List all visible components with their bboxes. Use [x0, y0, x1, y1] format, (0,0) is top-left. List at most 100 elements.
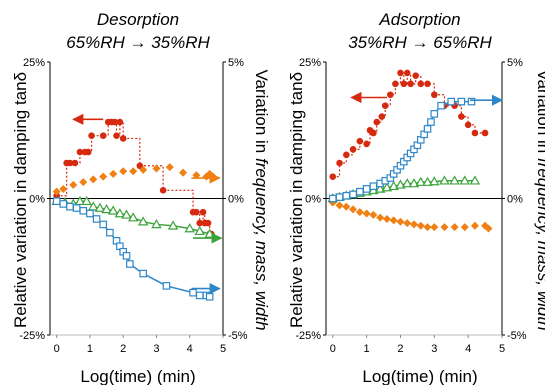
- damping-point: [199, 208, 207, 216]
- x-tick-label: 4: [465, 343, 471, 355]
- damping-point: [204, 219, 212, 227]
- mass-point: [184, 223, 195, 233]
- width-point: [79, 178, 88, 187]
- width-point: [342, 202, 351, 211]
- mass-point: [449, 175, 460, 185]
- damping-point: [378, 113, 386, 120]
- damping-point: [349, 146, 357, 153]
- frequency-point: [437, 101, 445, 110]
- damping-point: [458, 113, 465, 120]
- mass-point: [374, 183, 386, 193]
- width-point: [460, 223, 469, 232]
- mass-point: [194, 225, 205, 236]
- width-point: [129, 167, 138, 176]
- x-tick-label: 3: [153, 343, 159, 355]
- mass-series: [51, 195, 215, 238]
- damping-point: [66, 159, 74, 167]
- right-y-axis-label-italic: frequency, mass, width: [534, 158, 545, 331]
- mass-point: [422, 176, 433, 186]
- damping-point: [424, 80, 431, 88]
- frequency-point: [86, 209, 94, 218]
- frequency-point: [457, 97, 466, 106]
- width-point: [52, 187, 61, 196]
- width-point: [430, 223, 439, 232]
- frequency-point: [79, 206, 88, 215]
- width-point: [59, 184, 68, 193]
- x-axis-label: Log(time) (min): [80, 367, 195, 385]
- right-y-axis-label-plain: Variation in: [534, 69, 545, 158]
- frequency-point: [356, 187, 364, 196]
- width-point: [139, 165, 148, 174]
- frequency-point: [139, 269, 147, 278]
- title-line-2: 35%RH → 65%RH: [348, 33, 492, 52]
- width-point: [69, 180, 78, 189]
- width-point: [369, 210, 378, 219]
- width-point: [470, 221, 479, 230]
- width-point: [335, 201, 344, 210]
- mass-point: [121, 209, 132, 219]
- left-y-axis-label: Relative variation in damping tanδ: [287, 72, 306, 328]
- frequency-point: [205, 292, 214, 301]
- right-y-tick-label: 5%: [228, 57, 244, 69]
- damping-point: [400, 80, 408, 88]
- width-point: [362, 209, 371, 218]
- x-tick-label: 3: [431, 343, 437, 355]
- left-y-tick-label: 0%: [305, 194, 321, 206]
- mass-point: [388, 180, 399, 191]
- mass-point: [395, 179, 406, 189]
- damping-point: [387, 91, 394, 99]
- x-axis-label: Log(time) (min): [362, 367, 477, 385]
- frequency-point: [99, 220, 108, 229]
- damping-point: [403, 69, 411, 77]
- frequency-point: [447, 97, 456, 106]
- damping-series: [53, 118, 215, 238]
- adsorption-panel: Adsorption 35%RH → 65%RH Log(time) (min)…: [287, 10, 545, 386]
- mass-point: [402, 178, 413, 188]
- right-y-tick-label: 5%: [507, 57, 523, 69]
- damping-point: [329, 173, 337, 180]
- mass-point: [101, 204, 112, 214]
- x-tick-label: 5: [499, 343, 505, 355]
- damping-point: [88, 132, 95, 140]
- frequency-point: [342, 191, 351, 200]
- frequency-point: [126, 260, 134, 268]
- mass-point: [151, 219, 162, 229]
- left-y-tick-label: 25%: [23, 57, 45, 69]
- frequency-point: [349, 190, 357, 199]
- frequency-point: [72, 204, 81, 212]
- damping-point: [370, 129, 377, 137]
- mass-point: [439, 175, 450, 185]
- damping-point: [159, 187, 167, 194]
- x-tick-label: 2: [120, 343, 126, 355]
- mass-point: [408, 178, 420, 188]
- damping-point: [363, 140, 370, 148]
- width-point: [484, 224, 493, 233]
- damping-point: [336, 159, 343, 167]
- damping-point: [407, 80, 414, 88]
- desorption-panel: Desorption 65%RH → 35%RH Log(time) (min)…: [11, 10, 271, 386]
- x-tick-label: 2: [397, 343, 403, 355]
- mass-point: [459, 175, 470, 185]
- x-tick-label: 4: [187, 343, 193, 355]
- mass-point: [167, 220, 179, 230]
- frequency-point: [430, 110, 439, 118]
- mass-point: [469, 175, 481, 185]
- width-point: [440, 223, 449, 232]
- frequency-point: [52, 197, 61, 206]
- damping-point: [373, 118, 381, 126]
- right-y-axis-label-plain: Variation in: [252, 69, 271, 158]
- mass-point: [94, 202, 106, 212]
- damping-point: [119, 135, 127, 142]
- width-point: [410, 220, 418, 229]
- width-point: [450, 223, 459, 232]
- right-y-tick-label: 0%: [507, 194, 523, 206]
- damping-point: [196, 219, 204, 227]
- frequency-point: [423, 125, 432, 133]
- left-y-tick-label: -25%: [19, 330, 45, 342]
- damping-point: [412, 72, 419, 79]
- width-point: [152, 164, 161, 173]
- mass-point: [429, 176, 440, 186]
- width-point: [179, 168, 188, 177]
